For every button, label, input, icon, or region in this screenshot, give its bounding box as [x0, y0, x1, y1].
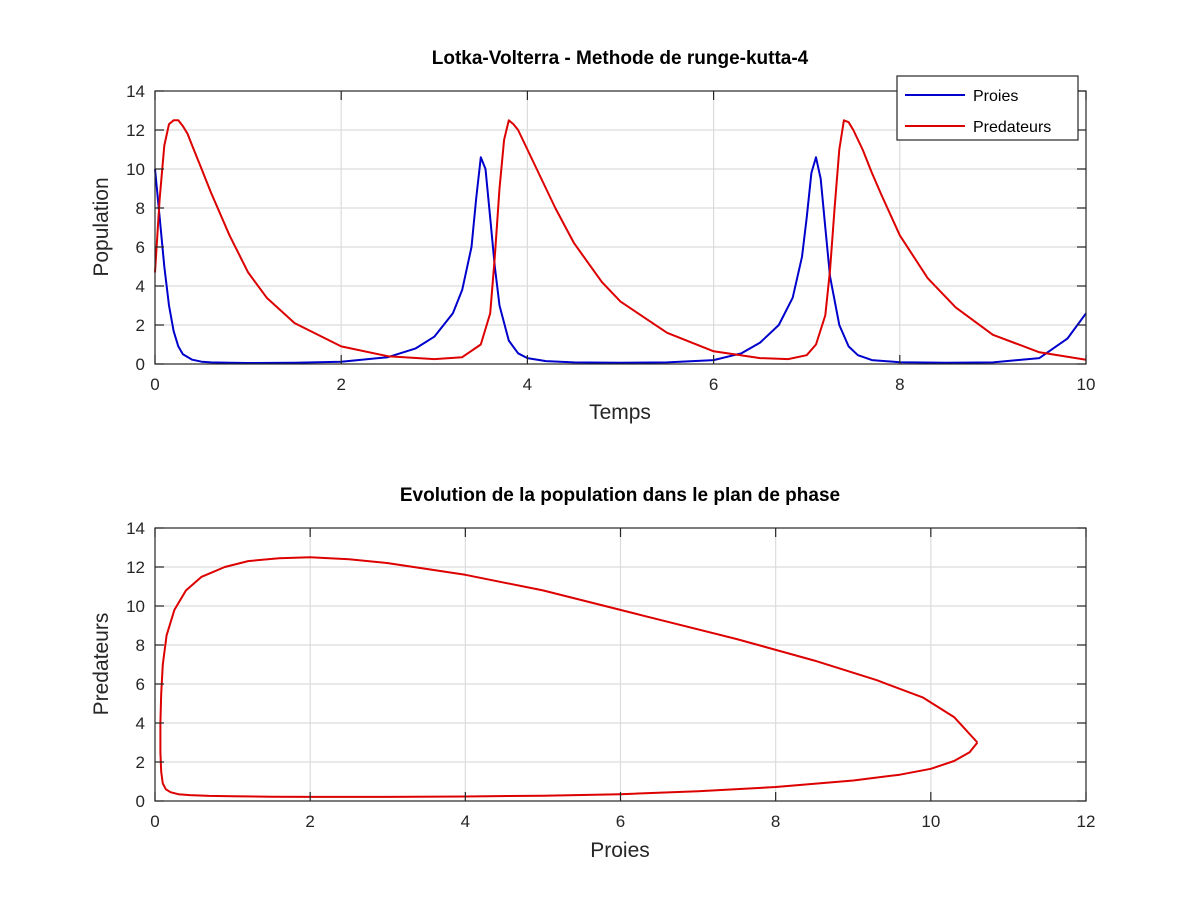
x-tick-label: 8 [895, 375, 904, 394]
x-tick-label: 6 [616, 812, 625, 831]
legend-box [896, 75, 1079, 141]
x-tick-label: 10 [921, 812, 940, 831]
y-tick-label: 4 [136, 277, 145, 296]
x-axis-label: Proies [590, 839, 650, 862]
y-axis-label: Population [90, 177, 113, 276]
x-tick-label: 12 [1077, 812, 1096, 831]
x-axis-label: Temps [589, 401, 651, 424]
x-tick-label: 10 [1077, 375, 1096, 394]
y-tick-label: 0 [136, 792, 145, 811]
series-line-proies [154, 156, 1087, 364]
x-tick-label: 2 [305, 812, 314, 831]
legend: Proies Predateurs [896, 75, 1079, 141]
y-tick-label: 2 [136, 753, 145, 772]
legend-label-proies: Proies [973, 88, 1018, 105]
y-tick-label: 0 [136, 355, 145, 374]
x-tick-label: 0 [150, 812, 159, 831]
y-tick-label: 8 [136, 199, 145, 218]
x-tick-label: 4 [461, 812, 470, 831]
y-tick-label: 12 [126, 558, 145, 577]
grid [155, 528, 1086, 801]
y-tick-label: 10 [126, 160, 145, 179]
grid [155, 91, 1086, 364]
chart-title: Lotka-Volterra - Methode de runge-kutta-… [432, 48, 809, 69]
x-tick-label: 4 [523, 375, 532, 394]
x-tick-label: 2 [336, 375, 345, 394]
y-tick-label: 12 [126, 121, 145, 140]
phase-plane-plot: Evolution de la population dans le plan … [90, 485, 1095, 862]
x-tick-label: 8 [771, 812, 780, 831]
y-tick-label: 2 [136, 316, 145, 335]
chart-title: Evolution de la population dans le plan … [400, 485, 840, 506]
y-tick-label: 6 [136, 238, 145, 257]
y-tick-label: 8 [136, 636, 145, 655]
series-line-predateurs [154, 119, 1087, 361]
y-tick-label: 14 [126, 519, 145, 538]
legend-label-predateurs: Predateurs [973, 119, 1051, 136]
y-tick-label: 4 [136, 714, 145, 733]
series-lines [159, 556, 979, 798]
x-tick-label: 6 [709, 375, 718, 394]
y-axis-label: Predateurs [90, 613, 113, 716]
ticks: 0 2 4 6 8 10 0 2 4 6 8 10 12 14 [126, 82, 1095, 394]
y-tick-label: 10 [126, 597, 145, 616]
x-tick-label: 0 [150, 375, 159, 394]
y-tick-label: 6 [136, 675, 145, 694]
time-series-plot: Lotka-Volterra - Methode de runge-kutta-… [90, 48, 1095, 424]
ticks: 0 2 4 6 8 10 12 0 2 4 6 8 10 12 14 [126, 519, 1095, 831]
y-tick-label: 14 [126, 82, 145, 101]
series-lines [154, 119, 1087, 364]
axes-box [154, 90, 1087, 365]
series-line-phase-trajectory [159, 556, 979, 798]
